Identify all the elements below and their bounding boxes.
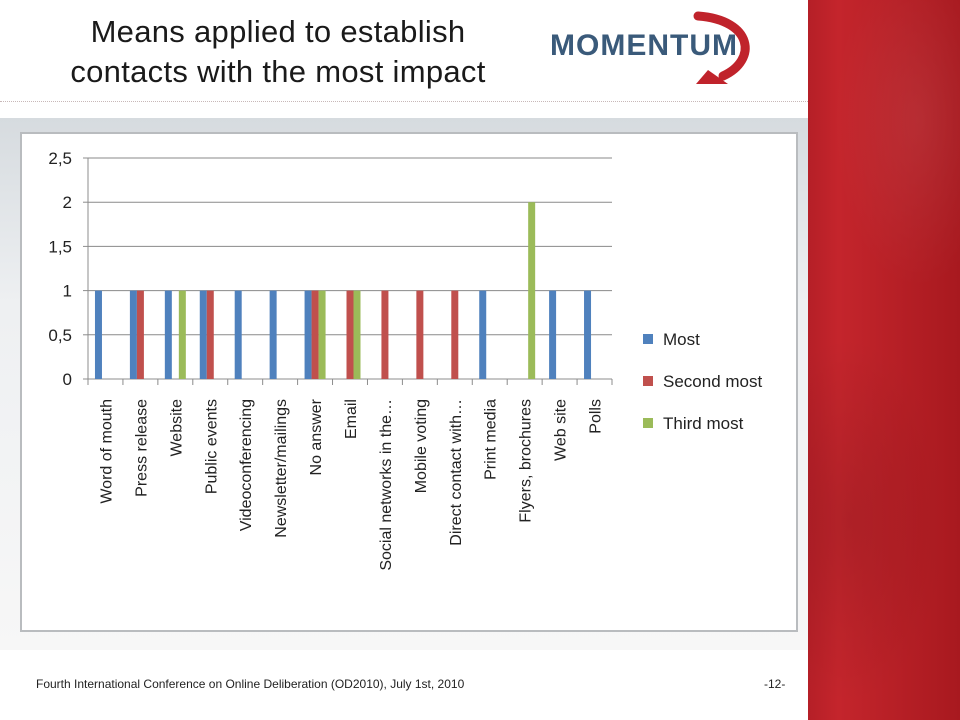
x-category-label: Email xyxy=(343,399,360,439)
x-category-label: Direct contact with… xyxy=(448,399,465,546)
x-category-label: Flyers, brochures xyxy=(518,399,535,523)
bar-second-most xyxy=(381,290,389,379)
x-category-label: Website xyxy=(168,399,185,457)
bar-most xyxy=(549,290,557,379)
title-line-1: Means applied to establish xyxy=(90,14,466,49)
y-tick-label: 1,5 xyxy=(48,237,72,256)
bar-second-most xyxy=(451,290,459,379)
legend-swatch-second-most xyxy=(643,376,653,386)
x-category-label: Press release xyxy=(133,399,150,497)
legend-swatch-most xyxy=(643,334,653,344)
y-tick-label: 1 xyxy=(63,282,72,301)
momentum-logo: MOMENTUM xyxy=(550,11,750,84)
legend-label: Third most xyxy=(663,414,744,433)
x-category-label: Web site xyxy=(553,399,570,461)
y-tick-label: 2 xyxy=(63,193,72,212)
bar-most xyxy=(164,290,172,379)
bar-most xyxy=(584,290,592,379)
y-tick-label: 0,5 xyxy=(48,326,72,345)
y-tick-label: 2,5 xyxy=(48,149,72,168)
title-line-2: contacts with the most impact xyxy=(70,54,486,89)
bar-most xyxy=(94,290,102,379)
x-category-label: Print media xyxy=(483,399,500,480)
x-category-label: Mobile voting xyxy=(413,399,430,493)
decorative-red-band xyxy=(808,0,960,720)
bar-third-most xyxy=(318,290,326,379)
bar-most xyxy=(304,290,312,379)
bar-second-most xyxy=(346,290,354,379)
x-category-label: Public events xyxy=(203,399,220,494)
x-category-label: No answer xyxy=(308,398,325,475)
chart-frame xyxy=(20,132,798,632)
x-category-label: Social networks in the… xyxy=(378,399,395,571)
bar-most xyxy=(234,290,242,379)
bar-second-most xyxy=(416,290,424,379)
bar-second-most xyxy=(206,290,214,379)
page-number: -12- xyxy=(764,677,786,691)
bar-most xyxy=(199,290,207,379)
bar-second-most xyxy=(311,290,319,379)
x-category-label: Polls xyxy=(588,399,605,434)
bar-third-most xyxy=(353,290,361,379)
bar-most xyxy=(129,290,137,379)
footer-text: Fourth International Conference on Onlin… xyxy=(36,677,465,691)
slide-title: Means applied to establish contacts with… xyxy=(18,12,538,92)
bar-second-most xyxy=(136,290,144,379)
legend-label: Second most xyxy=(663,372,762,391)
y-tick-label: 0 xyxy=(63,370,72,389)
logo-text: MOMENTUM xyxy=(550,29,738,62)
legend-label: Most xyxy=(663,330,700,349)
x-category-label: Videoconferencing xyxy=(238,399,255,531)
bar-third-most xyxy=(528,202,536,379)
bar-third-most xyxy=(178,290,186,379)
x-category-label: Newsletter/mailings xyxy=(273,399,290,538)
bar-most xyxy=(269,290,277,379)
bar-most xyxy=(479,290,487,379)
title-divider xyxy=(0,101,808,102)
legend-swatch-third-most xyxy=(643,418,653,428)
x-category-label: Word of mouth xyxy=(98,399,115,504)
